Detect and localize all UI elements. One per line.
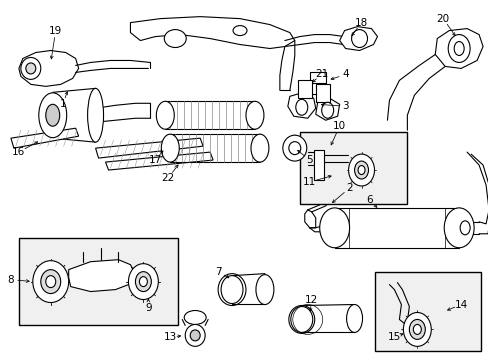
- Text: 7: 7: [214, 267, 221, 276]
- Ellipse shape: [46, 276, 56, 288]
- Ellipse shape: [41, 270, 61, 293]
- Text: 4: 4: [342, 69, 348, 80]
- Bar: [297, 80, 311, 98]
- Polygon shape: [434, 28, 482, 68]
- Ellipse shape: [128, 264, 158, 300]
- Text: 21: 21: [314, 69, 327, 80]
- Ellipse shape: [255, 275, 273, 305]
- Ellipse shape: [443, 208, 473, 248]
- Text: 15: 15: [387, 332, 400, 342]
- Text: 22: 22: [162, 173, 175, 183]
- Bar: [299, 132, 407, 204]
- Bar: [375, 272, 480, 351]
- Ellipse shape: [135, 272, 151, 292]
- Polygon shape: [130, 17, 294, 49]
- Polygon shape: [315, 98, 339, 120]
- Ellipse shape: [184, 310, 206, 324]
- Polygon shape: [11, 128, 79, 148]
- Ellipse shape: [408, 319, 425, 339]
- Ellipse shape: [87, 88, 103, 142]
- Ellipse shape: [295, 99, 307, 115]
- Bar: [309, 72, 325, 94]
- Ellipse shape: [21, 58, 41, 80]
- Text: 6: 6: [366, 195, 372, 205]
- Ellipse shape: [221, 276, 243, 303]
- Ellipse shape: [245, 101, 264, 129]
- Polygon shape: [287, 92, 315, 118]
- Text: 11: 11: [303, 177, 316, 187]
- Ellipse shape: [346, 305, 362, 332]
- Polygon shape: [19, 50, 79, 86]
- Polygon shape: [95, 138, 203, 158]
- Ellipse shape: [459, 221, 469, 235]
- Ellipse shape: [319, 208, 349, 248]
- Ellipse shape: [33, 261, 68, 302]
- Text: 16: 16: [12, 147, 25, 157]
- Text: 20: 20: [436, 14, 449, 24]
- Text: 2: 2: [346, 183, 352, 193]
- Text: 12: 12: [305, 294, 318, 305]
- Text: 17: 17: [148, 155, 162, 165]
- Polygon shape: [68, 260, 135, 292]
- Polygon shape: [339, 27, 377, 50]
- Text: 14: 14: [454, 300, 467, 310]
- Ellipse shape: [282, 135, 306, 161]
- Ellipse shape: [139, 276, 147, 287]
- Ellipse shape: [357, 166, 364, 175]
- Ellipse shape: [26, 63, 36, 74]
- Text: 1: 1: [59, 99, 66, 109]
- Text: 5: 5: [306, 155, 312, 165]
- Ellipse shape: [39, 93, 66, 138]
- Ellipse shape: [348, 154, 374, 186]
- Ellipse shape: [250, 134, 268, 162]
- Text: 10: 10: [332, 121, 346, 131]
- Ellipse shape: [354, 161, 368, 179]
- Ellipse shape: [447, 35, 469, 62]
- Ellipse shape: [403, 312, 430, 346]
- Text: 18: 18: [354, 18, 367, 28]
- Text: 9: 9: [145, 302, 151, 312]
- Ellipse shape: [290, 306, 312, 332]
- Ellipse shape: [412, 324, 421, 334]
- Bar: [19, 238, 178, 325]
- Text: 13: 13: [163, 332, 177, 342]
- Polygon shape: [105, 152, 213, 170]
- Ellipse shape: [351, 30, 367, 48]
- Ellipse shape: [233, 26, 246, 36]
- Ellipse shape: [453, 41, 463, 55]
- Bar: [313, 150, 323, 180]
- Ellipse shape: [190, 330, 200, 341]
- Ellipse shape: [288, 141, 300, 154]
- Text: 19: 19: [49, 26, 62, 36]
- Ellipse shape: [156, 101, 174, 129]
- Bar: [315, 84, 329, 102]
- Ellipse shape: [185, 324, 205, 346]
- Text: 3: 3: [342, 101, 348, 111]
- Ellipse shape: [161, 134, 179, 162]
- Ellipse shape: [46, 104, 60, 126]
- Ellipse shape: [164, 30, 186, 48]
- Text: 8: 8: [8, 275, 14, 285]
- Ellipse shape: [321, 102, 333, 118]
